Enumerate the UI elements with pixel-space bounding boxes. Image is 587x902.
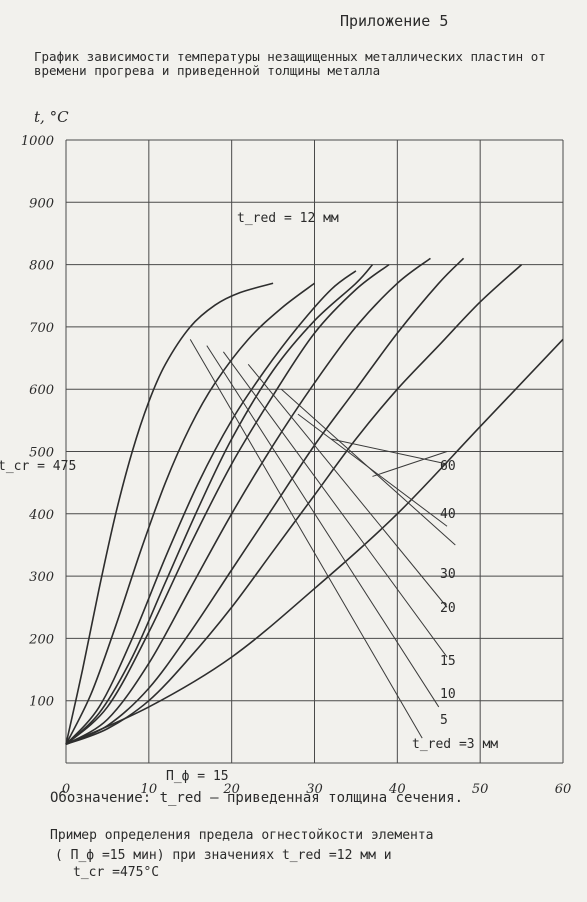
series-line-12 <box>65 264 374 745</box>
y-tick-label: 200 <box>28 632 54 647</box>
x-tick-label: 40 <box>388 782 406 797</box>
pf-annotation: П_ф = 15 <box>166 769 229 784</box>
chart-caption: График зависимости температуры незащищен… <box>34 49 546 78</box>
y-tick-label: 500 <box>29 446 54 461</box>
series-line-10 <box>65 270 357 745</box>
y-tick-label: 600 <box>29 383 54 398</box>
diagonal-guides <box>189 339 456 739</box>
series-label-40: 40 <box>440 507 456 522</box>
diagonal-guide-line <box>206 345 440 708</box>
x-tick-label: 60 <box>555 782 572 797</box>
y-tick-label: 400 <box>28 508 54 523</box>
y-tick-label: 800 <box>29 259 54 274</box>
series-line-15 <box>65 263 390 745</box>
series-curves <box>65 257 564 746</box>
appendix-title: Приложение 5 <box>340 12 449 30</box>
series-label-30: 30 <box>440 567 456 582</box>
diagonal-guide-line <box>330 438 448 465</box>
legend-note: Обозначение: t_red – приведенная толщина… <box>50 790 464 806</box>
y-tick-label: 300 <box>29 570 54 585</box>
diagonal-guide-line <box>189 339 423 739</box>
diagonal-guide-line <box>297 413 448 527</box>
y-tick-label: 100 <box>29 695 54 710</box>
series-label-3: t_red =3 мм <box>412 737 498 752</box>
series-label-5: 5 <box>440 713 448 728</box>
diagonal-guide-line <box>372 451 448 477</box>
y-axis-ticks: 100 200 300 400 500 600 700 800 900 1000 <box>21 134 54 710</box>
x-tick-label: 30 <box>306 782 323 797</box>
x-axis-ticks: 0 10 20 30 40 50 60 <box>62 782 571 797</box>
series-line-5 <box>65 282 315 745</box>
series-line-3 <box>65 282 274 745</box>
series-line-40 <box>65 264 523 746</box>
top-thickness-label: t_red = 12 мм <box>237 211 339 226</box>
example-line-3: t_cr =475°С <box>73 865 160 880</box>
series-labels: t_red =3 мм 5 10 15 20 30 40 60 <box>412 459 498 752</box>
series-label-60: 60 <box>440 459 456 474</box>
series-label-15: 15 <box>440 654 456 669</box>
y-axis-label: t, °C <box>34 108 69 126</box>
example-line-2: ( П_ф =15 мин) при значениях t_red =12 м… <box>55 848 392 863</box>
series-line-20 <box>65 257 431 746</box>
series-label-20: 20 <box>440 601 456 616</box>
x-tick-label: 10 <box>141 782 158 797</box>
series-line-60 <box>65 338 564 746</box>
x-tick-label: 20 <box>222 782 240 797</box>
grid <box>65 139 564 764</box>
y-tick-label: 1000 <box>21 134 54 149</box>
tcr-annotation: t_cr = 475 <box>0 459 76 474</box>
series-label-10: 10 <box>440 687 456 702</box>
x-tick-label: 50 <box>472 782 489 797</box>
example-line-1: Пример определения предела огнестойкости… <box>50 828 434 843</box>
diagonal-guide-line <box>222 351 448 658</box>
y-tick-label: 900 <box>29 196 54 211</box>
series-line-30 <box>65 257 465 746</box>
x-tick-label: 0 <box>62 782 70 797</box>
y-tick-label: 700 <box>29 321 54 336</box>
diagonal-guide-line <box>247 363 448 608</box>
